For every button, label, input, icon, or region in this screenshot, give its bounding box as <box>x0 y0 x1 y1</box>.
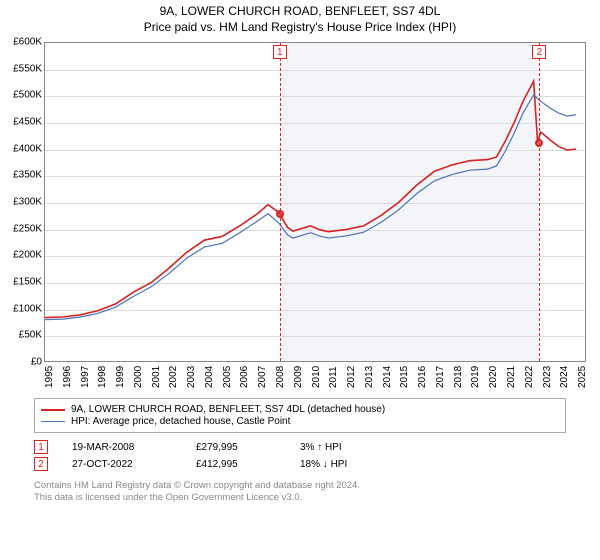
x-axis-label: 2007 <box>257 366 268 388</box>
x-axis-label: 2014 <box>382 366 393 388</box>
x-axis-label: 2012 <box>346 366 357 388</box>
event-marker-1: 1 <box>273 45 287 59</box>
x-axis-label: 2005 <box>222 366 233 388</box>
x-axis-label: 2000 <box>133 366 144 388</box>
legend-row: 9A, LOWER CHURCH ROAD, BENFLEET, SS7 4DL… <box>41 404 559 415</box>
footer-line-2: This data is licensed under the Open Gov… <box>34 492 566 504</box>
x-axis-label: 1995 <box>44 366 55 388</box>
x-axis-label: 2025 <box>577 366 588 388</box>
event-marker-icon: 2 <box>34 457 48 471</box>
legend-swatch <box>41 421 65 422</box>
event-row: 2 27-OCT-2022 £412,995 18% ↓ HPI <box>34 457 566 471</box>
event-delta: 18% ↓ HPI <box>300 459 390 470</box>
y-axis-label: £450K <box>13 117 42 128</box>
y-axis-label: £600K <box>13 37 42 48</box>
chart-subtitle: Price paid vs. HM Land Registry's House … <box>0 20 600 34</box>
x-axis-label: 2016 <box>417 366 428 388</box>
x-axis-label: 2023 <box>542 366 553 388</box>
event-vline-2 <box>539 43 540 361</box>
x-axis-label: 2010 <box>311 366 322 388</box>
x-axis-label: 2009 <box>293 366 304 388</box>
x-axis-label: 2013 <box>364 366 375 388</box>
x-axis-label: 2015 <box>399 366 410 388</box>
legend-label: HPI: Average price, detached house, Cast… <box>71 416 290 427</box>
events-list: 1 19-MAR-2008 £279,995 3% ↑ HPI 2 27-OCT-2022… <box>34 437 566 474</box>
y-axis-label: £250K <box>13 223 42 234</box>
y-axis-label: £500K <box>13 90 42 101</box>
y-axis-label: £150K <box>13 277 42 288</box>
y-axis-label: £550K <box>13 63 42 74</box>
x-axis-label: 2024 <box>559 366 570 388</box>
footer-line-1: Contains HM Land Registry data © Crown c… <box>34 480 566 492</box>
event-marker-icon: 1 <box>34 440 48 454</box>
legend-label: 9A, LOWER CHURCH ROAD, BENFLEET, SS7 4DL… <box>71 404 385 415</box>
x-axis-label: 1997 <box>80 366 91 388</box>
chart-title: 9A, LOWER CHURCH ROAD, BENFLEET, SS7 4DL <box>0 4 600 18</box>
x-axis-label: 2021 <box>506 366 517 388</box>
y-axis-label: £400K <box>13 143 42 154</box>
legend-box: 9A, LOWER CHURCH ROAD, BENFLEET, SS7 4DL… <box>34 398 566 433</box>
event-dot-1 <box>276 210 284 218</box>
y-axis-label: £100K <box>13 303 42 314</box>
x-axis-label: 2006 <box>239 366 250 388</box>
event-dot-2 <box>535 139 543 147</box>
x-axis-label: 2002 <box>168 366 179 388</box>
event-price: £412,995 <box>196 459 276 470</box>
legend-row: HPI: Average price, detached house, Cast… <box>41 416 559 427</box>
x-axis-label: 2004 <box>204 366 215 388</box>
x-axis-label: 1998 <box>97 366 108 388</box>
x-axis-label: 2003 <box>186 366 197 388</box>
event-price: £279,995 <box>196 442 276 453</box>
x-axis-label: 2019 <box>470 366 481 388</box>
event-date: 27-OCT-2022 <box>72 459 172 470</box>
x-axis-label: 1996 <box>62 366 73 388</box>
y-axis-label: £350K <box>13 170 42 181</box>
y-axis-label: £200K <box>13 250 42 261</box>
x-axis-label: 2001 <box>151 366 162 388</box>
x-axis-label: 2011 <box>328 366 339 388</box>
y-axis-label: £300K <box>13 197 42 208</box>
x-axis-label: 2008 <box>275 366 286 388</box>
legend-swatch <box>41 409 65 411</box>
plot-region: 12 <box>44 42 586 362</box>
x-axis-label: 1999 <box>115 366 126 388</box>
event-vline-1 <box>280 43 281 361</box>
x-axis-label: 2022 <box>524 366 535 388</box>
chart-area: 12 £0£50K£100K£150K£200K£250K£300K£350K£… <box>0 38 600 398</box>
x-axis-label: 2020 <box>488 366 499 388</box>
event-marker-2: 2 <box>532 45 546 59</box>
series-hpi <box>45 95 576 320</box>
chart-lines <box>45 43 585 361</box>
event-date: 19-MAR-2008 <box>72 442 172 453</box>
event-delta: 3% ↑ HPI <box>300 442 390 453</box>
x-axis-label: 2018 <box>453 366 464 388</box>
y-axis-label: £50K <box>19 330 42 341</box>
series-price_paid <box>45 81 576 317</box>
x-axis-label: 2017 <box>435 366 446 388</box>
footer-attribution: Contains HM Land Registry data © Crown c… <box>34 480 566 504</box>
event-row: 1 19-MAR-2008 £279,995 3% ↑ HPI <box>34 440 566 454</box>
y-axis-label: £0 <box>31 357 42 368</box>
